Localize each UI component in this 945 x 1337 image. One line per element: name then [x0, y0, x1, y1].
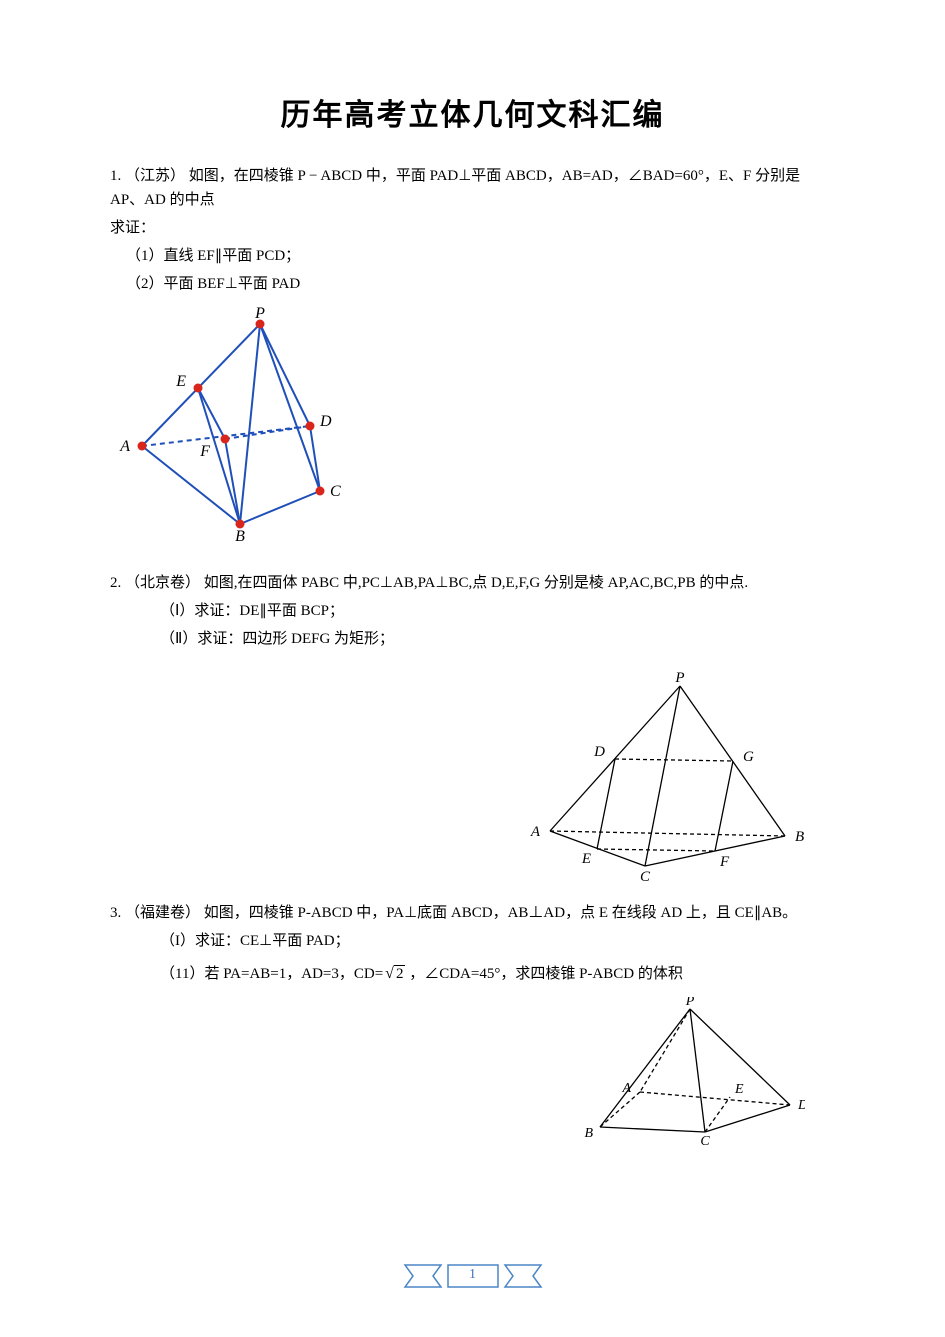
- svg-text:F: F: [199, 443, 210, 460]
- problem-3-text: 如图，四棱锥 P-ABCD 中，PA⊥底面 ABCD，AB⊥AD，点 E 在线段…: [204, 905, 797, 921]
- problem-1-source: （江苏）: [125, 168, 185, 184]
- svg-text:B: B: [795, 829, 804, 845]
- problem-3-num: 3: [110, 905, 118, 921]
- svg-text:A: A: [119, 438, 130, 455]
- svg-text:P: P: [254, 306, 265, 322]
- problem-2-text: 如图,在四面体 PABC 中,PC⊥AB,PA⊥BC,点 D,E,F,G 分别是…: [204, 575, 748, 591]
- svg-text:C: C: [330, 483, 341, 500]
- svg-text:A: A: [530, 824, 541, 840]
- svg-text:E: E: [581, 851, 591, 867]
- problem-1-part-2: （2）平面 BEF⊥平面 PAD: [110, 272, 835, 296]
- problem-2-part-1: （Ⅰ）求证：DE∥平面 BCP；: [110, 599, 835, 623]
- problem-1-text: 如图，在四棱锥 P − ABCD 中，平面 PAD⊥平面 ABCD，AB=AD，…: [110, 168, 800, 208]
- figure-3-container: P A B C D E: [110, 997, 835, 1147]
- figure-1-container: P A B C D E F: [110, 306, 835, 551]
- svg-text:P: P: [674, 671, 684, 686]
- svg-text:B: B: [584, 1126, 593, 1141]
- problem-1-prove: 求证：: [110, 216, 835, 240]
- problem-1-body: 1. （江苏） 如图，在四棱锥 P − ABCD 中，平面 PAD⊥平面 ABC…: [110, 164, 835, 212]
- svg-text:C: C: [700, 1134, 710, 1147]
- svg-text:P: P: [685, 997, 695, 1009]
- problem-2: 2. （北京卷） 如图,在四面体 PABC 中,PC⊥AB,PA⊥BC,点 D,…: [110, 571, 835, 651]
- problem-1: 1. （江苏） 如图，在四棱锥 P − ABCD 中，平面 PAD⊥平面 ABC…: [110, 164, 835, 296]
- svg-text:D: D: [319, 413, 332, 430]
- problem-3: 3. （福建卷） 如图，四棱锥 P-ABCD 中，PA⊥底面 ABCD，AB⊥A…: [110, 901, 835, 987]
- problem-3-body: 3. （福建卷） 如图，四棱锥 P-ABCD 中，PA⊥底面 ABCD，AB⊥A…: [110, 901, 835, 925]
- problem-2-num: 2: [110, 575, 118, 591]
- problem-2-part-2: （Ⅱ）求证：四边形 DEFG 为矩形；: [110, 627, 835, 651]
- page-footer: 1: [403, 1262, 543, 1292]
- svg-text:C: C: [640, 869, 651, 881]
- problem-2-source: （北京卷）: [125, 575, 200, 591]
- svg-text:A: A: [621, 1081, 631, 1096]
- problem-2-body: 2. （北京卷） 如图,在四面体 PABC 中,PC⊥AB,PA⊥BC,点 D,…: [110, 571, 835, 595]
- tetrahedron-figure-2: P A B C D E F G: [505, 671, 805, 881]
- svg-text:B: B: [235, 528, 245, 545]
- svg-text:E: E: [175, 373, 186, 390]
- figure-2-container: P A B C D E F G: [110, 671, 835, 881]
- svg-text:D: D: [797, 1098, 805, 1113]
- pyramid-figure-3: P A B C D E: [575, 997, 805, 1147]
- svg-text:F: F: [719, 854, 730, 870]
- svg-text:D: D: [593, 744, 605, 760]
- document-title: 历年高考立体几何文科汇编: [110, 90, 835, 134]
- pyramid-figure-1: P A B C D E F: [110, 306, 350, 546]
- problem-3-source: （福建卷）: [125, 905, 200, 921]
- problem-1-part-1: （1）直线 EF∥平面 PCD；: [110, 244, 835, 268]
- svg-text:E: E: [734, 1082, 744, 1097]
- problem-3-part-2: （11）若 PA=AB=1，AD=3，CD=2 ，∠CDA=45°，求四棱锥 P…: [110, 961, 835, 987]
- problem-1-num: 1: [110, 168, 118, 184]
- svg-text:G: G: [743, 749, 754, 765]
- page-number: 1: [403, 1267, 543, 1283]
- problem-3-part-1: （I）求证：CE⊥平面 PAD；: [110, 929, 835, 953]
